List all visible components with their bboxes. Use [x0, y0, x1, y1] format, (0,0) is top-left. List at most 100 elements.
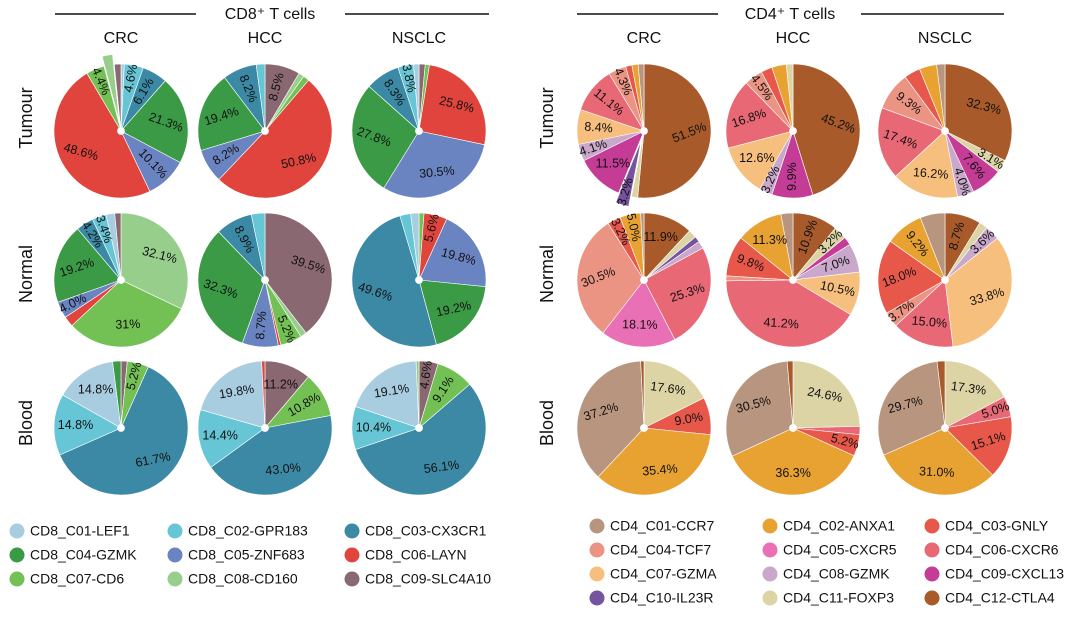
legend-swatch-cd4_c10-il23r	[589, 590, 605, 606]
pie-slice-cd8_c01-lef1	[413, 63, 420, 132]
pie-slice-cd8_c08-cd160	[415, 360, 420, 429]
pie-slice-cd4_c03-gnly	[877, 240, 946, 314]
pie-slice-cd4_c06-cxcr6	[643, 247, 712, 340]
legend-label-cd8_c03-cx3cr1: CD8_C03-CX3CR1	[365, 523, 487, 539]
pie-cd4-tumour-crc: 51.5%3.2%11.5%4.1%8.4%11.1%4.3%	[576, 63, 712, 207]
pie-center-dot	[261, 424, 269, 432]
legend-label-cd8_c07-cd6: CD8_C07-CD6	[30, 571, 124, 587]
pie-slice-cd8_c02-gpr183	[53, 394, 122, 456]
pie-data-label: 11.9%	[643, 230, 678, 244]
pie-slice-cd8_c08-cd160	[120, 212, 189, 310]
pie-data-label: 11.2%	[263, 378, 298, 392]
legend-cd8: CD8_C01-LEF1 CD8_C02-GPR183 CD8_C03-CX3CR1…	[9, 523, 491, 587]
pie-data-label: 12.6%	[739, 151, 774, 165]
pie-slice-cd4_c12-ctla4	[936, 360, 946, 429]
pie-slice-cd4_c01-ccr7	[919, 212, 946, 281]
pie-data-label: 15.0%	[911, 314, 948, 331]
pie-center-dot	[941, 276, 949, 284]
pie-slice-cd4_c01-ccr7	[637, 63, 645, 132]
legend-swatch-cd8_c09-slc4a10	[344, 571, 360, 587]
row-label-cd8-blood: Blood	[16, 400, 36, 446]
pie-slice-cd4_c01-ccr7	[576, 360, 645, 478]
cd8-panel-header: CD8⁺ T cells	[55, 6, 489, 23]
legend-swatch-cd4_c11-foxp3	[762, 590, 778, 606]
pie-data-label: 35.4%	[642, 461, 679, 478]
pie-data-label: 8.7%	[253, 311, 269, 340]
pie-slice-cd8_c03-cx3cr1	[351, 215, 437, 348]
pie-slice-cd8_c03-cx3cr1	[355, 383, 487, 496]
legend-label-cd4_c06-cxcr6: CD4_C06-CXCR6	[945, 542, 1059, 558]
pie-cd8-normal-nsclc: 5.6%19.8%19.2%49.6%	[351, 212, 487, 348]
pie-slice-cd4_c12-ctla4	[944, 63, 1013, 162]
pie-data-label: 4.6%	[121, 63, 140, 94]
legend-swatch-cd4_c07-gzma	[589, 566, 605, 582]
legend-label-cd8_c01-lef1: CD8_C01-LEF1	[30, 523, 130, 539]
pie-slice-cd4_c10-il23r	[615, 140, 642, 207]
pie-slice-cd4_c01-ccr7	[640, 212, 645, 281]
pie-center-dot	[261, 127, 269, 135]
pie-data-label: 14.8%	[58, 418, 93, 432]
pie-data-label: 61.7%	[134, 449, 171, 470]
pie-cd8-tumour-crc: 4.6%6.1%21.3%10.1%48.6%4.4%	[53, 54, 189, 199]
pie-data-label: 30.5%	[419, 163, 456, 181]
legend-swatch-cd4_c08-gzmk	[762, 566, 778, 582]
row-label-cd4-blood: Blood	[537, 400, 557, 446]
legend-label-cd4_c07-gzma: CD4_C07-GZMA	[610, 566, 717, 582]
pie-cd4-normal-hcc: 10.9%3.2%7.0%10.5%41.2%9.8%11.3%	[725, 212, 861, 348]
pie-slice-cd8_c04-gzmk	[120, 80, 189, 163]
legend-swatch-cd8_c04-gzmk	[9, 547, 25, 563]
pie-slice-cd4_c06-cxcr6	[725, 82, 794, 149]
pie-slice-cd8_c01-lef1	[200, 360, 266, 429]
pie-slice-cd4_c01-ccr7	[877, 361, 946, 456]
pie-cd8-blood-crc: 5.2%61.7%14.8%14.8%	[53, 360, 189, 496]
column-header-cd8-hcc: HCC	[248, 30, 283, 47]
legend-swatch-cd8_c02-gpr183	[167, 523, 183, 539]
pie-slice-cd8_c04-gzmk	[112, 360, 122, 429]
pie-data-label: 9.0%	[673, 410, 704, 429]
pie-center-dot	[415, 127, 423, 135]
legend-label-cd8_c05-znf683: CD8_C05-ZNF683	[188, 547, 305, 563]
pie-cd8-tumour-hcc: 8.5%50.8%8.2%19.4%8.2%	[197, 63, 333, 199]
pie-slice-cd8_c02-gpr183	[255, 63, 266, 132]
pie-slice-cd8_c09-slc4a10	[113, 63, 122, 132]
pie-center-dot	[941, 424, 949, 432]
pie-slice-cd4_c12-ctla4	[786, 360, 794, 429]
legend-label-cd4_c09-cxcl13: CD4_C09-CXCL13	[945, 566, 1064, 582]
pie-slice-cd8_c01-lef1	[355, 360, 420, 429]
legend-label-cd8_c02-gpr183: CD8_C02-GPR183	[188, 523, 308, 539]
legend-swatch-cd4_c12-ctla4	[924, 590, 940, 606]
pie-center-dot	[640, 276, 648, 284]
pie-cd4-tumour-hcc: 45.2%9.9%3.2%12.6%16.8%4.5%	[725, 63, 861, 199]
pie-data-label: 11.3%	[752, 233, 787, 247]
legend-swatch-cd4_c03-gnly	[924, 518, 940, 534]
pie-slice-cd8_c02-gpr183	[197, 409, 266, 468]
pie-center-dot	[640, 127, 648, 135]
column-header-cd4-nsclc: NSCLC	[918, 30, 972, 47]
pie-data-label: 19.1%	[373, 381, 410, 400]
pie-data-label: 56.1%	[423, 458, 460, 476]
pie-grid: 4.6%6.1%21.3%10.1%48.6%4.4% 8.5%50.8%8.2%…	[53, 54, 1013, 496]
pie-data-label: 4.6%	[417, 360, 435, 390]
legend-swatch-cd8_c07-cd6	[9, 571, 25, 587]
pie-slice-cd4_c07-gzma	[895, 130, 958, 199]
legend-label-cd4_c10-il23r: CD4_C10-IL23R	[610, 590, 714, 606]
pie-slice-cd8_c03-cx3cr1	[59, 366, 189, 496]
pie-cd4-normal-nsclc: 8.7% 3.6%33.8%15.0%3.7%18.0%9.2%	[877, 212, 1013, 348]
pie-slice-cd4_c11-foxp3	[792, 360, 861, 429]
legend-label-cd4_c02-anxa1: CD4_C02-ANXA1	[783, 518, 895, 534]
legend-label-cd8_c06-layn: CD8_C06-LAYN	[365, 547, 467, 563]
cd4-panel-title: CD4⁺ T cells	[745, 6, 836, 23]
legend-swatch-cd8_c01-lef1	[9, 523, 25, 539]
pie-center-dot	[415, 424, 423, 432]
pie-slice-cd4_c12-ctla4	[637, 63, 712, 199]
legend-label-cd8_c04-gzmk: CD8_C04-GZMK	[30, 547, 137, 563]
pie-data-label: 14.4%	[202, 428, 237, 442]
pie-cd8-blood-nsclc: 4.6%9.1%56.1%10.4%19.1%	[351, 360, 487, 496]
pie-data-label: 16.2%	[912, 165, 948, 182]
pie-data-label: 36.3%	[775, 466, 810, 480]
pie-center-dot	[117, 424, 125, 432]
pie-slice-cd4_c01-ccr7	[780, 212, 794, 281]
pie-cd4-tumour-nsclc: 32.3%3.1%7.6%4.0%16.2%17.4%9.3%	[877, 63, 1013, 199]
pie-data-label: 10.4%	[356, 420, 391, 434]
pie-center-dot	[261, 276, 269, 284]
